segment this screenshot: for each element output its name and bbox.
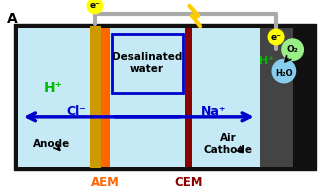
Text: H⁺: H⁺ [44,81,63,95]
Bar [18,28,260,167]
Text: Air
Cathode: Air Cathode [204,133,253,155]
Text: AEM: AEM [91,176,120,189]
Circle shape [87,0,103,14]
Text: O₂: O₂ [287,45,298,54]
Text: A: A [7,12,18,26]
Text: Cl⁻: Cl⁻ [67,105,86,119]
Text: CEM: CEM [174,176,203,189]
Text: e⁻: e⁻ [89,1,100,10]
Bar [101,28,110,167]
Circle shape [282,39,303,60]
Text: Na⁺: Na⁺ [201,105,226,119]
Text: H₂O: H₂O [275,69,293,77]
Bar [260,28,293,167]
Text: Desalinated
water: Desalinated water [112,53,182,74]
Bar [90,26,101,168]
Bar [185,28,192,167]
Circle shape [268,29,284,45]
Circle shape [272,59,295,83]
Bar [14,24,316,170]
Bar [112,34,183,92]
Text: H⁺: H⁺ [259,56,274,66]
Text: Anode: Anode [32,139,70,149]
Text: e⁻: e⁻ [271,33,281,42]
